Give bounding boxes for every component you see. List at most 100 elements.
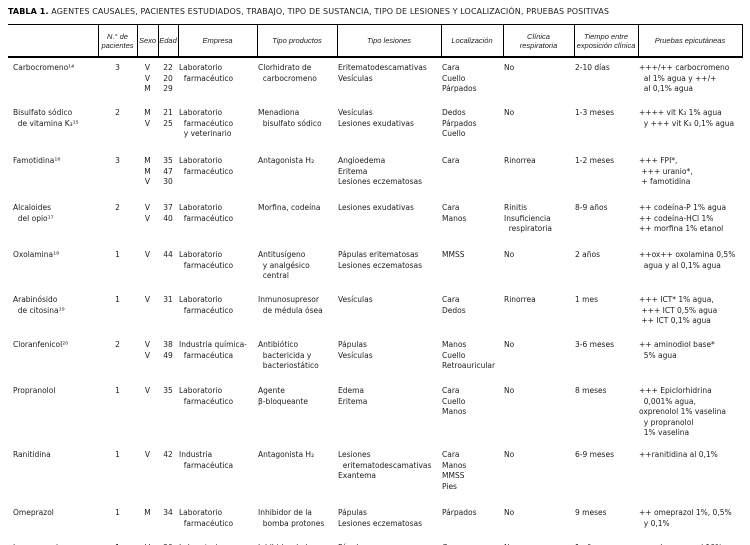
table-row: Oxolamina¹⁸ 1 V 44 Laboratorio farmacéutico A…	[8, 245, 742, 290]
cell-tipo-lesiones: Edema Eritema	[338, 386, 368, 406]
header-pruebas-epicutaneas: Pruebas epicutáneas	[637, 24, 743, 58]
header-num-pacientes: N.° de pacientes	[97, 24, 137, 58]
cell-clinica-respiratoria: No	[504, 340, 515, 349]
cell-localizacion: Dedos Párpados Cuello	[442, 108, 477, 138]
cell-tipo-productos: Antagonista H₂	[258, 450, 315, 459]
header-agente-causal	[8, 24, 98, 58]
cell-pruebas-epicutaneas: +++/++ carbocromeno al 1% agua y ++/+ al…	[639, 63, 730, 93]
cell-tipo-lesiones: Pápulas Lesiones eczematosas	[337, 538, 441, 545]
cell-pruebas-epicutaneas: +++ lansoprazol 10% y ++ al 50%	[638, 538, 742, 545]
cell-tiempo-exposicion: 1 año	[574, 538, 638, 545]
cell-num-pacientes: 1	[115, 295, 120, 304]
cell-num-pacientes: 2	[115, 203, 120, 212]
cell-tipo-productos: Clorhidrato de carbocromeno	[258, 63, 317, 83]
cell-localizacion: Cara Manos	[442, 203, 467, 223]
header-tiempo-exposicion: Tiempo entre exposición clínica	[573, 24, 638, 58]
cell-sexo: V	[144, 295, 151, 304]
cell-tiempo-exposicion: 2 años	[575, 250, 601, 259]
cell-sexo: M	[144, 508, 151, 517]
cell-tipo-lesiones: Lesiones eritematodescamativas Exantema	[338, 450, 432, 480]
table-title-text: AGENTES CAUSALES, PACIENTES ESTUDIADOS, …	[51, 7, 610, 16]
table-row: Bisulfato sódico de vitamina K₃¹⁵ 2 M V 21 …	[8, 103, 742, 151]
cell-localizacion: MMSS	[442, 250, 465, 259]
table-row: Propranolol 1 V 35 Laboratorio farmacéutico A…	[8, 381, 742, 445]
table-row: Carbocromeno¹⁴ 3 V V M 22 20 29 Laboratorio …	[8, 57, 742, 103]
header-tipo-productos: Tipo productos	[256, 24, 337, 58]
cell-num-pacientes: 2	[115, 340, 120, 349]
header-tipo-lesiones: Tipo lesiones	[336, 24, 441, 58]
cell-tiempo-exposicion: 9 meses	[575, 508, 607, 517]
cell-edad: 22 20 29	[163, 63, 173, 93]
cell-sexo: V V M	[144, 63, 151, 93]
cell-agente-causal: Arabinósido de citosina¹⁹	[13, 295, 65, 315]
cell-tipo-lesiones: Vesículas	[338, 295, 373, 304]
cell-empresa: Laboratorio farmacéutico	[179, 250, 234, 270]
cell-tiempo-exposicion: 2-10 días	[575, 63, 610, 72]
cell-localizacion: Manos Cuello Retroauricular	[442, 340, 496, 370]
cell-edad: 34	[163, 508, 173, 517]
cell-edad: 35	[163, 386, 173, 395]
cell-localizacion: Cara Cuello Párpados	[442, 63, 477, 93]
cell-num-pacientes: 1	[98, 538, 137, 545]
cell-tipo-productos: Antitusígeno y analgésico central	[258, 250, 310, 280]
cell-tiempo-exposicion: 1 mes	[575, 295, 598, 304]
cell-tipo-productos: Inhibidor de la bomba protones	[258, 508, 325, 528]
cell-clinica-respiratoria: No	[504, 250, 515, 259]
cell-sexo: V V	[144, 203, 151, 223]
cell-empresa: Laboratorio farmacéutico	[179, 386, 234, 406]
cell-edad: 35 47 30	[163, 156, 173, 186]
header-empresa: Empresa	[177, 24, 257, 58]
cell-localizacion: Cara Cuello MMSS	[441, 538, 503, 545]
cell-agente-causal: Carbocromeno¹⁴	[13, 63, 75, 72]
cell-edad: 44	[163, 250, 173, 259]
cell-empresa: Laboratorio farmacéutico	[179, 508, 234, 528]
cell-agente-causal: Oxolamina¹⁸	[13, 250, 60, 259]
cell-tiempo-exposicion: 8-9 años	[575, 203, 608, 212]
cell-num-pacientes: 1	[115, 250, 120, 259]
cell-sexo: V	[137, 538, 158, 545]
cell-tiempo-exposicion: 1-2 meses	[575, 156, 614, 165]
cell-pruebas-epicutaneas: +++ ICT* 1% agua, +++ ICT 0,5% agua ++ I…	[639, 295, 718, 325]
header-localizacion: Localización	[440, 24, 503, 58]
cell-num-pacientes: 2	[115, 108, 120, 117]
cell-localizacion: Párpados	[442, 508, 477, 517]
cell-sexo: V	[144, 386, 151, 395]
cell-pruebas-epicutaneas: ++ codeína-P 1% agua ++ codeína-HCl 1% +…	[639, 203, 727, 233]
cell-agente-causal: Bisulfato sódico de vitamina K₃¹⁵	[13, 108, 79, 128]
cell-empresa: Industria química- farmacéutica	[179, 340, 247, 360]
cell-clinica-respiratoria: No	[504, 63, 515, 72]
cell-num-pacientes: 1	[115, 450, 120, 459]
cell-num-pacientes: 1	[115, 386, 120, 395]
cell-pruebas-epicutaneas: +++ FPI*, +++ uranio*, + famotidina	[639, 156, 693, 186]
cell-empresa: Laboratorio farmacéutico	[179, 63, 234, 83]
cell-tipo-lesiones: Pápulas Lesiones eczematosas	[338, 508, 423, 528]
cell-clinica-respiratoria: No	[504, 508, 515, 517]
header-clinica-respiratoria: Clínica respiratoria	[502, 24, 574, 58]
cell-tipo-productos: Antagonista H₂	[258, 156, 315, 165]
cell-clinica-respiratoria: Rinorrea	[504, 156, 536, 165]
cell-tiempo-exposicion: 8 meses	[575, 386, 607, 395]
cell-tipo-lesiones: Eritematodescamativas Vesículas	[338, 63, 427, 83]
cell-localizacion: Cara	[442, 156, 460, 165]
cell-agente-causal: Omeprazol	[13, 508, 54, 517]
cell-tipo-productos: Agente β-bloqueante	[258, 386, 308, 406]
data-table: N.° de pacientes Sexo Edad Empresa Tipo prod…	[8, 24, 743, 545]
cell-agente-causal: Famotidina¹⁶	[13, 156, 61, 165]
cell-pruebas-epicutaneas: ++ranitidina al 0,1%	[639, 450, 718, 459]
cell-tipo-productos: Menadiona bisulfato sódico	[258, 108, 322, 128]
cell-num-pacientes: 1	[115, 508, 120, 517]
cell-sexo: M V	[144, 108, 151, 128]
cell-sexo: M M V	[144, 156, 151, 186]
cell-localizacion: Cara Dedos	[442, 295, 466, 315]
cell-empresa: Industria farmacéutica	[179, 450, 234, 470]
table-header: N.° de pacientes Sexo Edad Empresa Tipo prod…	[8, 24, 743, 58]
cell-empresa: Laboratorio farmacéutico	[179, 203, 234, 223]
cell-pruebas-epicutaneas: +++ Epiclorhidrina 0,001% agua, oxprenol…	[639, 386, 726, 437]
cell-tiempo-exposicion: 6-9 meses	[575, 450, 614, 459]
header-edad: Edad	[157, 24, 178, 58]
cell-tipo-lesiones: Lesiones exudativas	[338, 203, 414, 212]
cell-tiempo-exposicion: 1-3 meses	[575, 108, 614, 117]
cell-tipo-lesiones: Pápulas Vesículas	[338, 340, 373, 360]
cell-edad: 37 40	[163, 203, 173, 223]
